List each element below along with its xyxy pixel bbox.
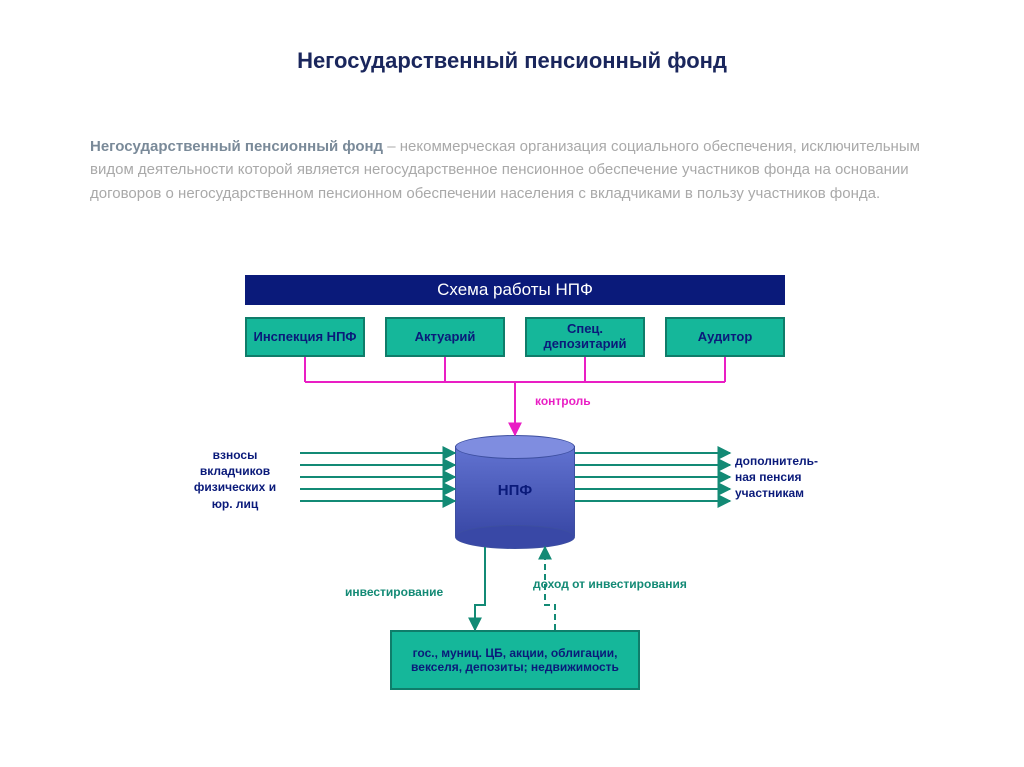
diagram: Схема работы НПФ Инспекция НПФ Актуарий … [175,275,855,705]
diagram-lines [175,275,855,705]
page-title: Негосударственный пенсионный фонд [0,48,1024,74]
definition-paragraph: Негосударственный пенсионный фонд – неко… [90,135,930,205]
definition-term: Негосударственный пенсионный фонд [90,138,383,155]
